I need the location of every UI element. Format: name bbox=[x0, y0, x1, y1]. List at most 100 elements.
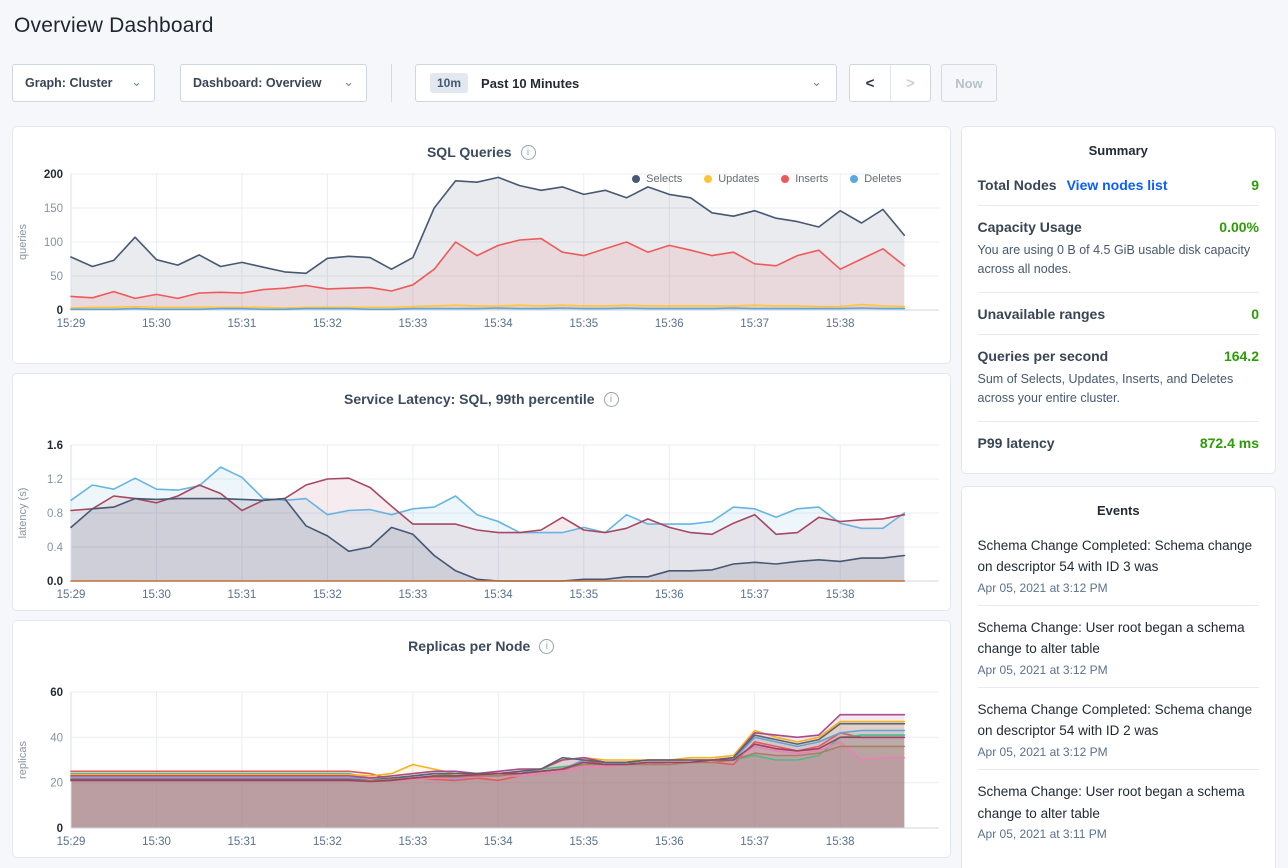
svg-text:100: 100 bbox=[44, 237, 63, 249]
next-range-button[interactable]: > bbox=[890, 65, 930, 101]
event-message: Schema Change: User root began a schema … bbox=[977, 619, 1245, 657]
sidebar-column: Summary Total Nodes View nodes list 9 Ca… bbox=[960, 126, 1276, 868]
time-nav-arrows: < > bbox=[849, 64, 931, 102]
svg-text:15:35: 15:35 bbox=[570, 836, 599, 848]
page-header: Overview Dashboard bbox=[0, 0, 1288, 38]
service-latency-plot[interactable]: 0.0 0.4 0.8 1.2 1.6 15:29 15:30 15:31 15:32 15:33… bbox=[13, 437, 949, 609]
svg-text:15:33: 15:33 bbox=[399, 836, 428, 848]
chevron-down-icon: ⌄ bbox=[131, 73, 142, 89]
svg-text:0.0: 0.0 bbox=[47, 576, 63, 588]
svg-text:20: 20 bbox=[50, 778, 63, 790]
svg-text:0: 0 bbox=[57, 823, 63, 835]
svg-text:15:29: 15:29 bbox=[57, 589, 86, 601]
svg-text:15:37: 15:37 bbox=[741, 318, 770, 330]
svg-text:200: 200 bbox=[44, 169, 63, 181]
dashboard-dropdown[interactable]: Dashboard: Overview ⌄ bbox=[180, 64, 367, 102]
svg-text:60: 60 bbox=[50, 687, 63, 699]
svg-text:15:32: 15:32 bbox=[313, 836, 342, 848]
time-range-dropdown[interactable]: 10m Past 10 Minutes ⌄ bbox=[415, 64, 837, 102]
event-timestamp: Apr 05, 2021 at 3:11 PM bbox=[977, 827, 1107, 842]
svg-text:15:31: 15:31 bbox=[228, 589, 257, 601]
chevron-down-icon: ⌄ bbox=[811, 73, 822, 89]
page-title: Overview Dashboard bbox=[14, 14, 214, 37]
event-item: Schema Change Completed: Schema change o… bbox=[977, 688, 1259, 771]
summary-description: You are using 0 B of 4.5 GiB usable disk… bbox=[977, 243, 1251, 277]
time-range-badge: 10m bbox=[430, 73, 469, 93]
svg-text:1.2: 1.2 bbox=[47, 474, 63, 486]
info-icon[interactable]: i bbox=[603, 391, 619, 407]
graph-dropdown-label: Graph: Cluster bbox=[25, 76, 113, 90]
svg-text:0.4: 0.4 bbox=[47, 542, 64, 554]
legend-dot-inserts bbox=[781, 175, 790, 183]
legend-dot-selects bbox=[632, 175, 641, 183]
main-content: SQL Queries i Selects Updates Inserts De… bbox=[12, 126, 1276, 868]
legend-label: Updates bbox=[718, 173, 760, 185]
event-item: Schema Change: User root began a schema … bbox=[978, 770, 1259, 851]
sql-queries-plot[interactable]: 0 50 100 150 200 15:29 15:30 15:31 15:32 15:33 15:… bbox=[13, 166, 949, 338]
svg-text:15:36: 15:36 bbox=[655, 318, 684, 330]
summary-row-queries-per-second: Queries per second 164.2 Sum of Selects,… bbox=[977, 335, 1259, 422]
event-item: Schema Change Completed: Schema change o… bbox=[977, 524, 1259, 606]
svg-text:15:30: 15:30 bbox=[142, 589, 171, 601]
chart-title: SQL Queries bbox=[426, 144, 512, 160]
prev-range-button[interactable]: < bbox=[850, 65, 890, 101]
svg-text:15:33: 15:33 bbox=[399, 589, 428, 601]
summary-value: 0 bbox=[1251, 305, 1259, 322]
legend-label: Deletes bbox=[864, 173, 902, 185]
replicas-per-node-plot[interactable]: 0 20 40 60 15:29 15:30 15:31 15:32 15:33 15:34 15:… bbox=[13, 684, 949, 856]
summary-title: Summary bbox=[1088, 143, 1148, 158]
legend-label: Selects bbox=[646, 173, 683, 185]
svg-text:replicas: replicas bbox=[17, 741, 29, 779]
dashboard-dropdown-label: Dashboard: Overview bbox=[193, 76, 322, 90]
events-title: Events bbox=[1096, 502, 1140, 518]
summary-row-capacity-usage: Capacity Usage 0.00% You are using 0 B o… bbox=[977, 206, 1259, 293]
svg-text:40: 40 bbox=[50, 732, 63, 744]
svg-text:15:34: 15:34 bbox=[484, 836, 513, 848]
summary-value: 164.2 bbox=[1223, 347, 1259, 364]
graph-dropdown[interactable]: Graph: Cluster ⌄ bbox=[12, 64, 155, 102]
summary-label: Capacity Usage bbox=[977, 219, 1082, 235]
svg-text:15:34: 15:34 bbox=[484, 589, 513, 601]
summary-label: Total Nodes bbox=[977, 177, 1057, 193]
summary-row-total-nodes: Total Nodes View nodes list 9 bbox=[977, 164, 1259, 206]
summary-row-unavailable-ranges: Unavailable ranges 0 bbox=[977, 293, 1259, 335]
svg-text:15:32: 15:32 bbox=[313, 318, 342, 330]
replicas-per-node-chart-panel: Replicas per Node i 0 20 40 60 15:29 15:30 15:… bbox=[12, 620, 951, 858]
event-item: Schema Change: User root began a schema … bbox=[977, 606, 1259, 688]
svg-text:15:36: 15:36 bbox=[655, 589, 684, 601]
svg-text:15:31: 15:31 bbox=[228, 318, 257, 330]
info-icon[interactable]: i bbox=[520, 144, 536, 160]
svg-text:15:37: 15:37 bbox=[741, 589, 770, 601]
svg-text:15:36: 15:36 bbox=[655, 836, 684, 848]
svg-text:15:31: 15:31 bbox=[228, 836, 257, 848]
svg-text:15:38: 15:38 bbox=[826, 589, 855, 601]
time-range-label: Past 10 Minutes bbox=[481, 75, 580, 91]
controls-bar: Graph: Cluster ⌄ Dashboard: Overview ⌄ 1… bbox=[12, 64, 1276, 102]
svg-text:latency (s): latency (s) bbox=[17, 488, 29, 539]
event-message: Schema Change Completed: Schema change o… bbox=[977, 537, 1253, 575]
svg-text:15:34: 15:34 bbox=[484, 318, 513, 330]
chart-legend: Selects Updates Inserts Deletes bbox=[632, 173, 902, 185]
summary-panel: Summary Total Nodes View nodes list 9 Ca… bbox=[960, 126, 1276, 474]
svg-text:0.8: 0.8 bbox=[47, 508, 63, 520]
service-latency-chart-panel: Service Latency: SQL, 99th percentile i … bbox=[12, 373, 951, 611]
event-timestamp: Apr 05, 2021 at 3:12 PM bbox=[977, 580, 1108, 595]
chevron-down-icon: ⌄ bbox=[343, 73, 354, 89]
view-nodes-list-link[interactable]: View nodes list bbox=[1066, 177, 1168, 193]
svg-text:15:35: 15:35 bbox=[570, 318, 599, 330]
svg-text:15:32: 15:32 bbox=[313, 589, 342, 601]
svg-text:50: 50 bbox=[50, 271, 63, 283]
legend-dot-deletes bbox=[850, 175, 859, 183]
info-icon[interactable]: i bbox=[539, 638, 555, 654]
svg-text:15:38: 15:38 bbox=[826, 836, 855, 848]
svg-text:15:37: 15:37 bbox=[741, 836, 770, 848]
summary-label: Unavailable ranges bbox=[977, 305, 1106, 322]
summary-value: 9 bbox=[1251, 177, 1259, 193]
svg-text:1.6: 1.6 bbox=[47, 440, 63, 452]
sql-queries-chart-panel: SQL Queries i Selects Updates Inserts De… bbox=[12, 126, 951, 364]
now-button[interactable]: Now bbox=[941, 64, 997, 102]
events-panel: Events Schema Change Completed: Schema c… bbox=[960, 485, 1276, 868]
legend-label: Inserts bbox=[795, 173, 829, 185]
summary-value: 0.00% bbox=[1219, 219, 1259, 235]
event-timestamp: Apr 05, 2021 at 3:12 PM bbox=[977, 745, 1108, 760]
